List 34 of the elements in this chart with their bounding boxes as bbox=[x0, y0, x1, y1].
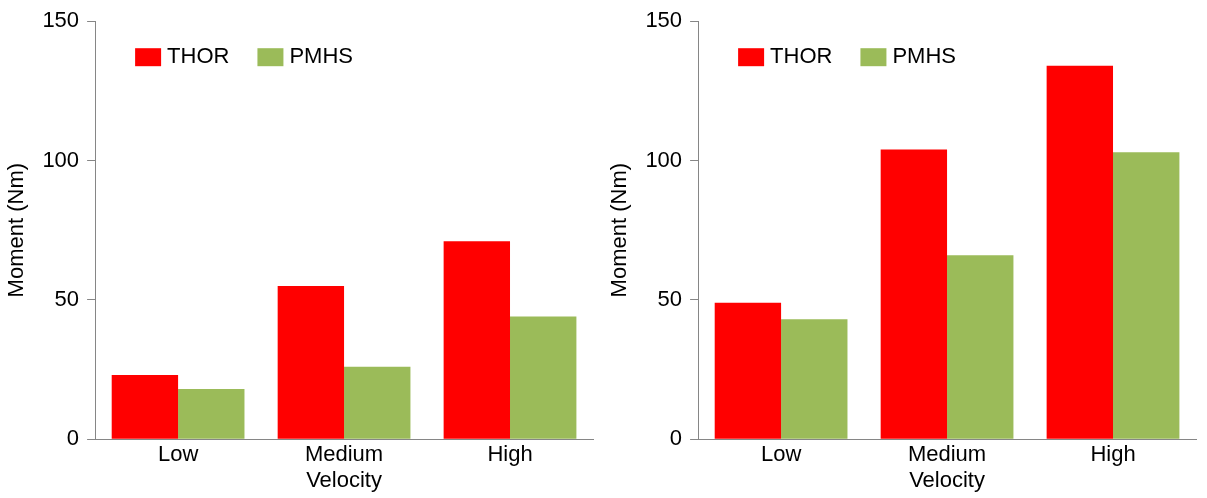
legend-label: PMHS bbox=[892, 43, 956, 69]
y-tick-label: 100 bbox=[42, 146, 80, 172]
bar bbox=[277, 285, 345, 439]
x-tick-label: High bbox=[1090, 441, 1136, 467]
bar bbox=[1113, 152, 1180, 439]
bar bbox=[1046, 65, 1114, 439]
y-tick-label: 150 bbox=[645, 7, 683, 33]
bar bbox=[781, 319, 848, 439]
y-tick-label: 50 bbox=[657, 285, 683, 311]
x-tick-label: High bbox=[487, 441, 533, 467]
x-tick-label: Low bbox=[760, 441, 802, 467]
y-tick-label: 0 bbox=[669, 425, 683, 451]
legend-label: THOR bbox=[167, 43, 230, 69]
bar bbox=[714, 302, 782, 439]
legend-label: PMHS bbox=[289, 43, 353, 69]
y-axis-title: Moment (Nm) bbox=[606, 162, 632, 298]
bar bbox=[880, 149, 948, 439]
bar bbox=[510, 316, 577, 439]
y-tick-label: 50 bbox=[54, 285, 80, 311]
x-axis-title: Velocity bbox=[306, 466, 382, 492]
bar bbox=[947, 255, 1014, 439]
x-axis-title: Velocity bbox=[909, 466, 985, 492]
y-tick-label: 150 bbox=[42, 7, 80, 33]
y-axis-title: Moment (Nm) bbox=[3, 162, 29, 298]
bar bbox=[111, 375, 179, 439]
legend-label: THOR bbox=[770, 43, 833, 69]
bar bbox=[344, 366, 411, 439]
bar bbox=[443, 241, 511, 439]
y-tick-label: 0 bbox=[66, 425, 80, 451]
x-tick-label: Medium bbox=[907, 441, 987, 467]
x-tick-label: Low bbox=[157, 441, 199, 467]
bar bbox=[178, 389, 245, 439]
x-tick-label: Medium bbox=[304, 441, 384, 467]
y-tick-label: 100 bbox=[645, 146, 683, 172]
